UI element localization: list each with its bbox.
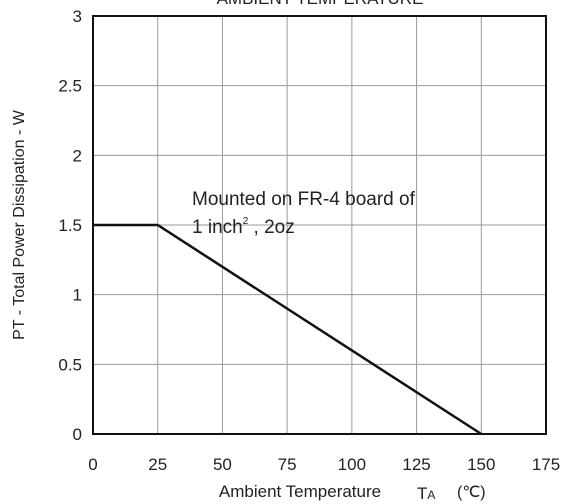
x-tick-label: 25 (148, 455, 167, 474)
y-tick-label: 3 (73, 7, 82, 26)
grid (93, 16, 546, 434)
x-tick-labels: 0 25 50 75 100 125 150 175 (88, 455, 560, 474)
x-axis-symbol-main: T (417, 484, 427, 503)
x-tick-label: 100 (338, 455, 366, 474)
series-line (93, 223, 482, 436)
x-axis-unit: (℃) (457, 484, 486, 501)
x-tick-label: 0 (88, 455, 97, 474)
annotation-line-2-suffix: , 2oz (248, 217, 294, 238)
x-tick-label: 125 (402, 455, 430, 474)
annotation-line-1: Mounted on FR-4 board of (192, 189, 416, 210)
annotation-line-2-sup: 2 (243, 216, 249, 227)
y-tick-label: 0.5 (58, 355, 82, 374)
x-axis-label: Ambient Temperature (219, 482, 381, 501)
annotation-line-2: 1 inch2 , 2oz (192, 216, 295, 238)
annotation-line-2-prefix: 1 inch (192, 217, 243, 238)
x-axis-symbol: TA (417, 484, 435, 503)
y-axis-label: PT - Total Power Dissipation - W (11, 109, 28, 340)
y-tick-labels: 0 0.5 1 1.5 2 2.5 3 (58, 7, 82, 444)
y-tick-label: 2 (73, 146, 82, 165)
x-axis-symbol-sub: A (427, 488, 435, 502)
series-layer (93, 223, 482, 436)
y-tick-label: 1.5 (58, 216, 82, 235)
x-tick-label: 175 (532, 455, 560, 474)
x-tick-label: 150 (467, 455, 495, 474)
chart-title: AMBIENT TEMPERATURE (217, 0, 424, 8)
x-tick-label: 50 (213, 455, 232, 474)
y-tick-label: 1 (73, 286, 82, 305)
x-tick-label: 75 (278, 455, 297, 474)
y-tick-label: 2.5 (58, 77, 82, 96)
y-tick-label: 0 (73, 425, 82, 444)
